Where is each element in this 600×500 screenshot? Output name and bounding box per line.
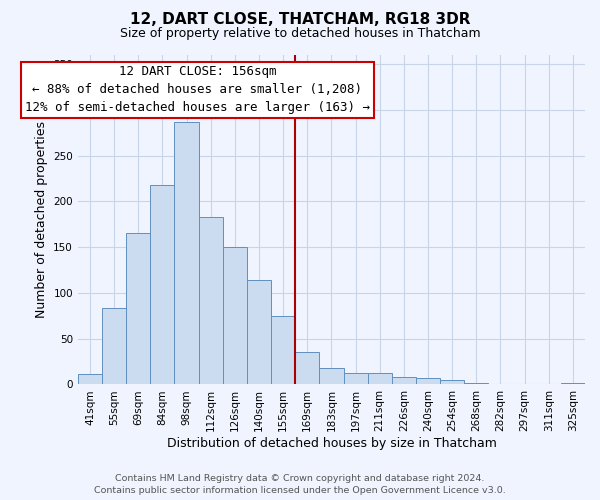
Bar [561,382,585,384]
Bar [175,122,199,384]
Text: 12, DART CLOSE, THATCHAM, RG18 3DR: 12, DART CLOSE, THATCHAM, RG18 3DR [130,12,470,28]
Bar [247,280,271,384]
Bar [271,316,295,384]
Bar [223,247,247,384]
X-axis label: Distribution of detached houses by size in Thatcham: Distribution of detached houses by size … [167,437,496,450]
Bar [464,382,488,384]
Bar [344,372,368,384]
Bar [319,368,344,384]
Bar [295,352,319,384]
Bar [416,378,440,384]
Y-axis label: Number of detached properties: Number of detached properties [35,121,48,318]
Text: Size of property relative to detached houses in Thatcham: Size of property relative to detached ho… [119,28,481,40]
Text: 12 DART CLOSE: 156sqm
← 88% of detached houses are smaller (1,208)
12% of semi-d: 12 DART CLOSE: 156sqm ← 88% of detached … [25,66,370,114]
Bar [440,380,464,384]
Bar [368,374,392,384]
Bar [392,377,416,384]
Bar [151,185,175,384]
Bar [199,217,223,384]
Text: Contains HM Land Registry data © Crown copyright and database right 2024.
Contai: Contains HM Land Registry data © Crown c… [94,474,506,495]
Bar [78,374,102,384]
Bar [126,234,151,384]
Bar [102,308,126,384]
